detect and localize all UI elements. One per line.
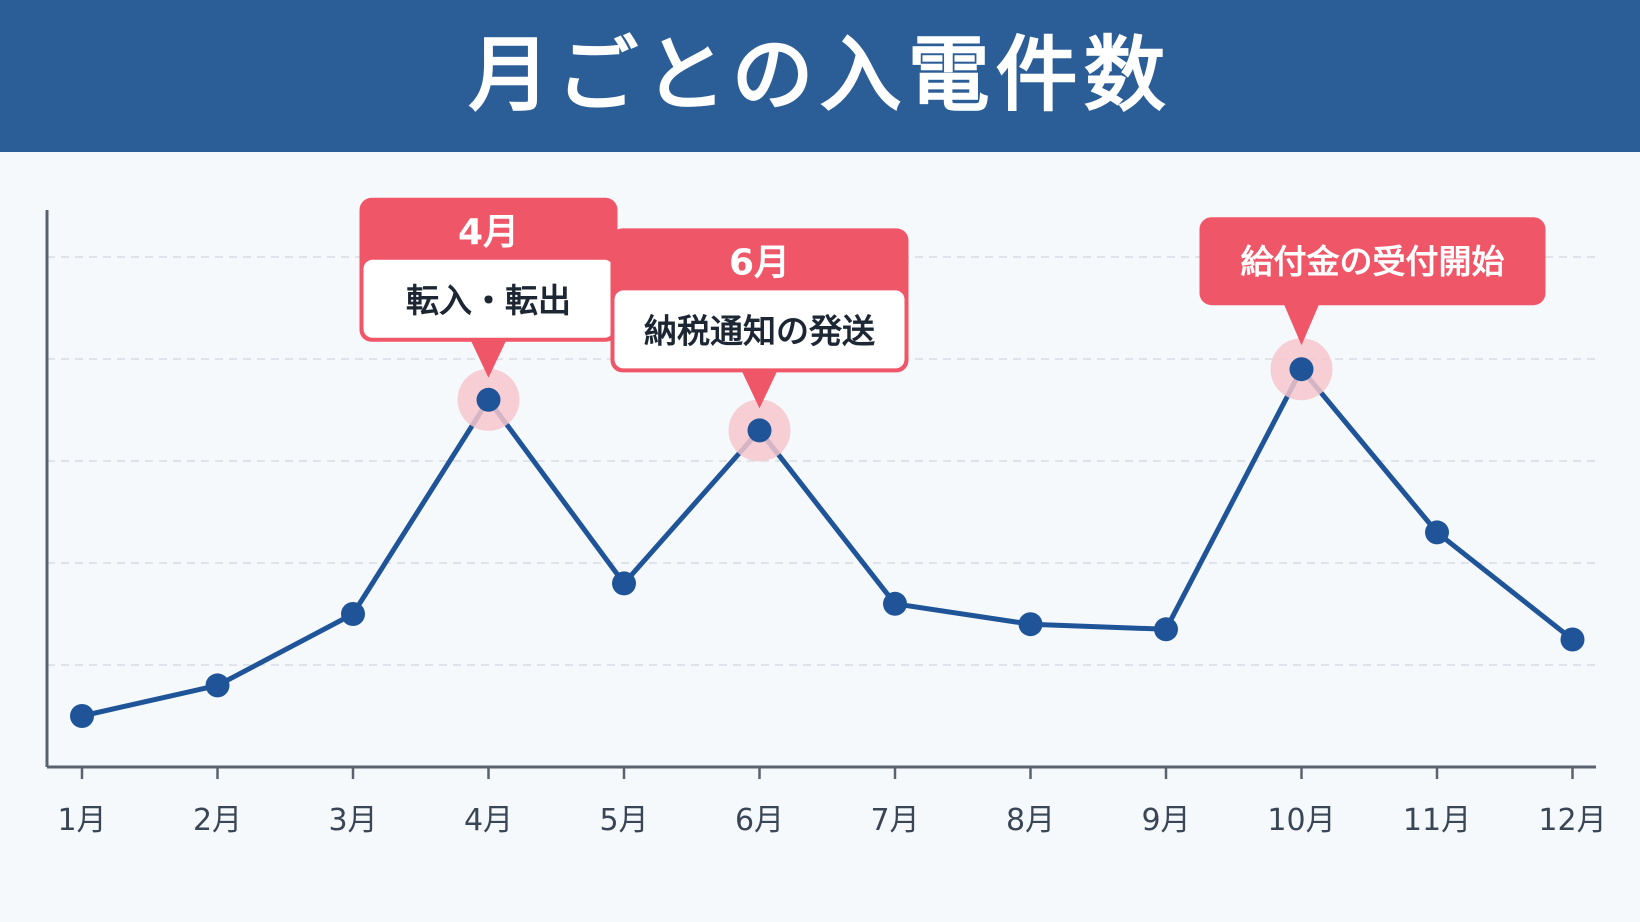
data-point (1154, 617, 1178, 642)
callout-pointer (470, 339, 507, 378)
chart-title: 月ごとの入電件数 (468, 28, 1172, 123)
callout-header: 4月 (458, 212, 519, 253)
callout-label: 転入・転出 (406, 281, 571, 320)
callout-header: 6月 (729, 242, 790, 283)
chart-title-bar: 月ごとの入電件数 (0, 0, 1640, 152)
series-line-layer (79, 366, 1575, 719)
callout-label: 給付金の受付開始 (1241, 242, 1505, 281)
data-point (612, 571, 636, 596)
data-point (205, 673, 230, 698)
x-tick-label: 1月 (57, 803, 106, 838)
x-tick-label: 8月 (1006, 803, 1055, 838)
x-tick-label: 4月 (464, 803, 513, 838)
callout-body (614, 290, 905, 369)
callout-pointer (1283, 303, 1320, 346)
data-point (1560, 627, 1585, 652)
callout-label: 納税通知の発送 (644, 311, 875, 350)
data-point (70, 704, 94, 728)
callout-body (363, 259, 614, 338)
x-tick-label: 10月 (1267, 803, 1335, 838)
x-tick-label: 6月 (735, 803, 784, 838)
series-line (79, 366, 1575, 719)
data-point (747, 418, 772, 443)
x-tick-label: 9月 (1141, 803, 1190, 838)
data-points (70, 338, 1585, 728)
callout-box (1199, 217, 1546, 306)
x-tick-label: 2月 (193, 803, 242, 838)
axes: 1月 2月 3月 4月 5月 6月 7月 8月 9月 10月 11月 12月 (45, 210, 1607, 838)
data-point (883, 591, 907, 616)
x-tick-label: 3月 (328, 803, 377, 838)
callout-pointer (741, 370, 778, 409)
data-point (1018, 612, 1043, 637)
data-point (1425, 520, 1449, 545)
x-tick-label: 7月 (870, 803, 919, 838)
annotation-callout: 給付金の受付開始 (1199, 217, 1546, 346)
data-point (476, 387, 501, 412)
data-point (341, 602, 365, 626)
x-tick-label: 5月 (599, 803, 648, 838)
data-point (1289, 357, 1314, 382)
x-tick-label: 11月 (1403, 803, 1471, 838)
x-tick-label: 12月 (1538, 803, 1606, 838)
